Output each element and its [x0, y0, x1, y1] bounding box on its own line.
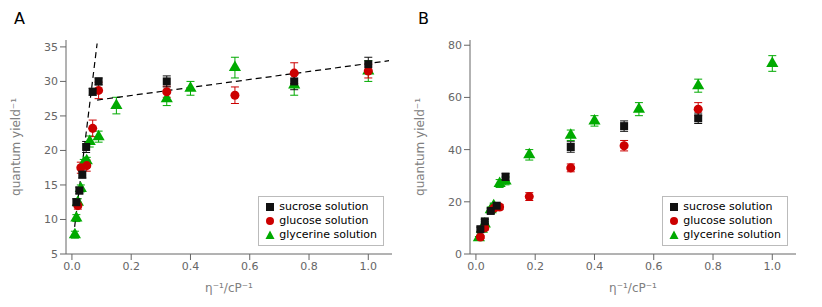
- html-text:sucrose solution: sucrose solution: [683, 200, 773, 213]
- svg-text:1.0: 1.0: [764, 260, 782, 273]
- svg-text:0: 0: [455, 248, 462, 261]
- svg-text:0.8: 0.8: [704, 260, 722, 273]
- svg-text:η⁻¹/cP⁻¹: η⁻¹/cP⁻¹: [609, 281, 657, 295]
- html-text:A: A: [14, 9, 25, 28]
- html-text:glycerine solution: glycerine solution: [683, 228, 781, 241]
- svg-text:5: 5: [51, 248, 58, 261]
- svg-text:60: 60: [448, 91, 462, 104]
- svg-text:35: 35: [44, 41, 58, 54]
- svg-text:20: 20: [448, 196, 462, 209]
- svg-text:30: 30: [44, 75, 58, 88]
- svg-text:25: 25: [44, 110, 58, 123]
- svg-text:0.0: 0.0: [63, 260, 81, 273]
- svg-text:40: 40: [448, 144, 462, 157]
- svg-text:1.0: 1.0: [360, 260, 378, 273]
- svg-text:0.4: 0.4: [586, 260, 604, 273]
- svg-text:0.2: 0.2: [122, 260, 140, 273]
- html-text:B: B: [418, 9, 429, 28]
- svg-text:0.8: 0.8: [300, 260, 318, 273]
- html-text:glucose solution: glucose solution: [683, 214, 773, 227]
- html-text:sucrose solution: sucrose solution: [279, 200, 369, 213]
- svg-text:80: 80: [448, 39, 462, 52]
- svg-text:0.6: 0.6: [241, 260, 259, 273]
- svg-text:0.2: 0.2: [526, 260, 544, 273]
- html-text:glycerine solution: glycerine solution: [279, 228, 377, 241]
- svg-text:0.4: 0.4: [182, 260, 200, 273]
- svg-text:15: 15: [44, 179, 58, 192]
- html-text:glucose solution: glucose solution: [279, 214, 369, 227]
- svg-text:η⁻¹/cP⁻¹: η⁻¹/cP⁻¹: [205, 281, 253, 295]
- svg-text:0.0: 0.0: [467, 260, 485, 273]
- svg-text:0.6: 0.6: [645, 260, 663, 273]
- svg-text:quantum yield⁻¹: quantum yield⁻¹: [9, 98, 23, 196]
- svg-text:10: 10: [44, 213, 58, 226]
- svg-text:quantum yield⁻¹: quantum yield⁻¹: [413, 98, 427, 196]
- svg-text:20: 20: [44, 144, 58, 157]
